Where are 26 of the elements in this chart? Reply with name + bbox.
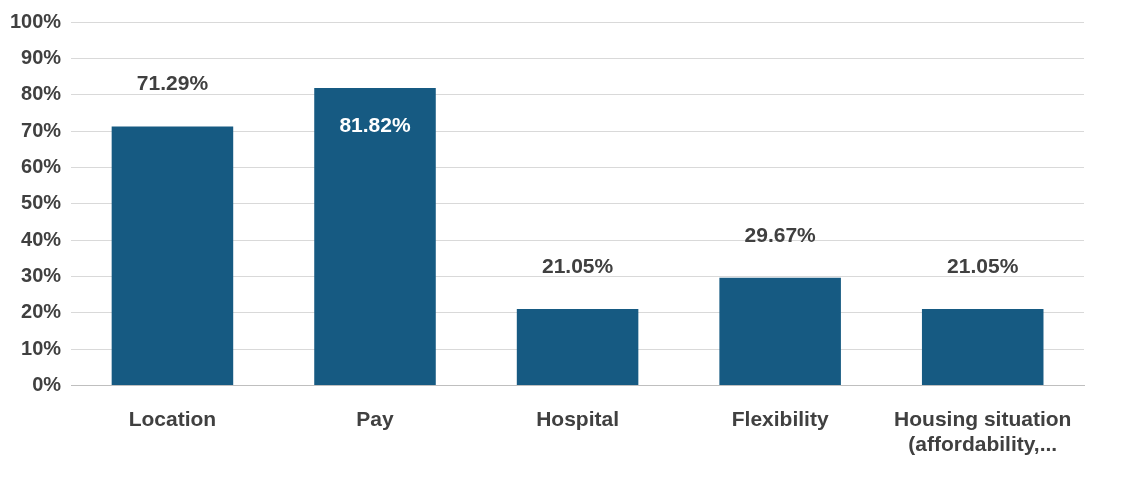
bar — [719, 277, 841, 386]
y-tick-label: 70% — [21, 118, 62, 141]
data-label: 81.82% — [339, 112, 411, 136]
y-tick-label: 50% — [21, 191, 62, 214]
data-label: 71.29% — [136, 71, 209, 95]
y-tick-label: 20% — [21, 300, 62, 323]
bar — [516, 309, 639, 386]
y-tick-label: 10% — [21, 336, 62, 359]
x-tick-label: Hospital — [536, 407, 619, 430]
bar — [111, 126, 234, 386]
y-tick-label: 60% — [21, 154, 62, 177]
x-tick-label: Pay — [356, 407, 395, 430]
y-tick-label: 0% — [32, 373, 62, 396]
data-label: 29.67% — [744, 222, 817, 246]
bar — [314, 88, 436, 386]
data-label: 21.05% — [947, 253, 1019, 277]
x-tick-label: Flexibility — [731, 407, 829, 430]
y-tick-label: 100% — [10, 9, 62, 32]
data-label: 21.05% — [541, 253, 614, 277]
x-tick-label: Housing situation (affordability,... — [894, 407, 1072, 456]
y-tick-label: 30% — [21, 264, 62, 287]
y-tick-label: 80% — [21, 82, 62, 105]
x-tick-label: Location — [128, 407, 217, 430]
y-tick-label: 40% — [21, 227, 62, 250]
bar — [921, 309, 1044, 386]
y-tick-label: 90% — [21, 45, 62, 68]
